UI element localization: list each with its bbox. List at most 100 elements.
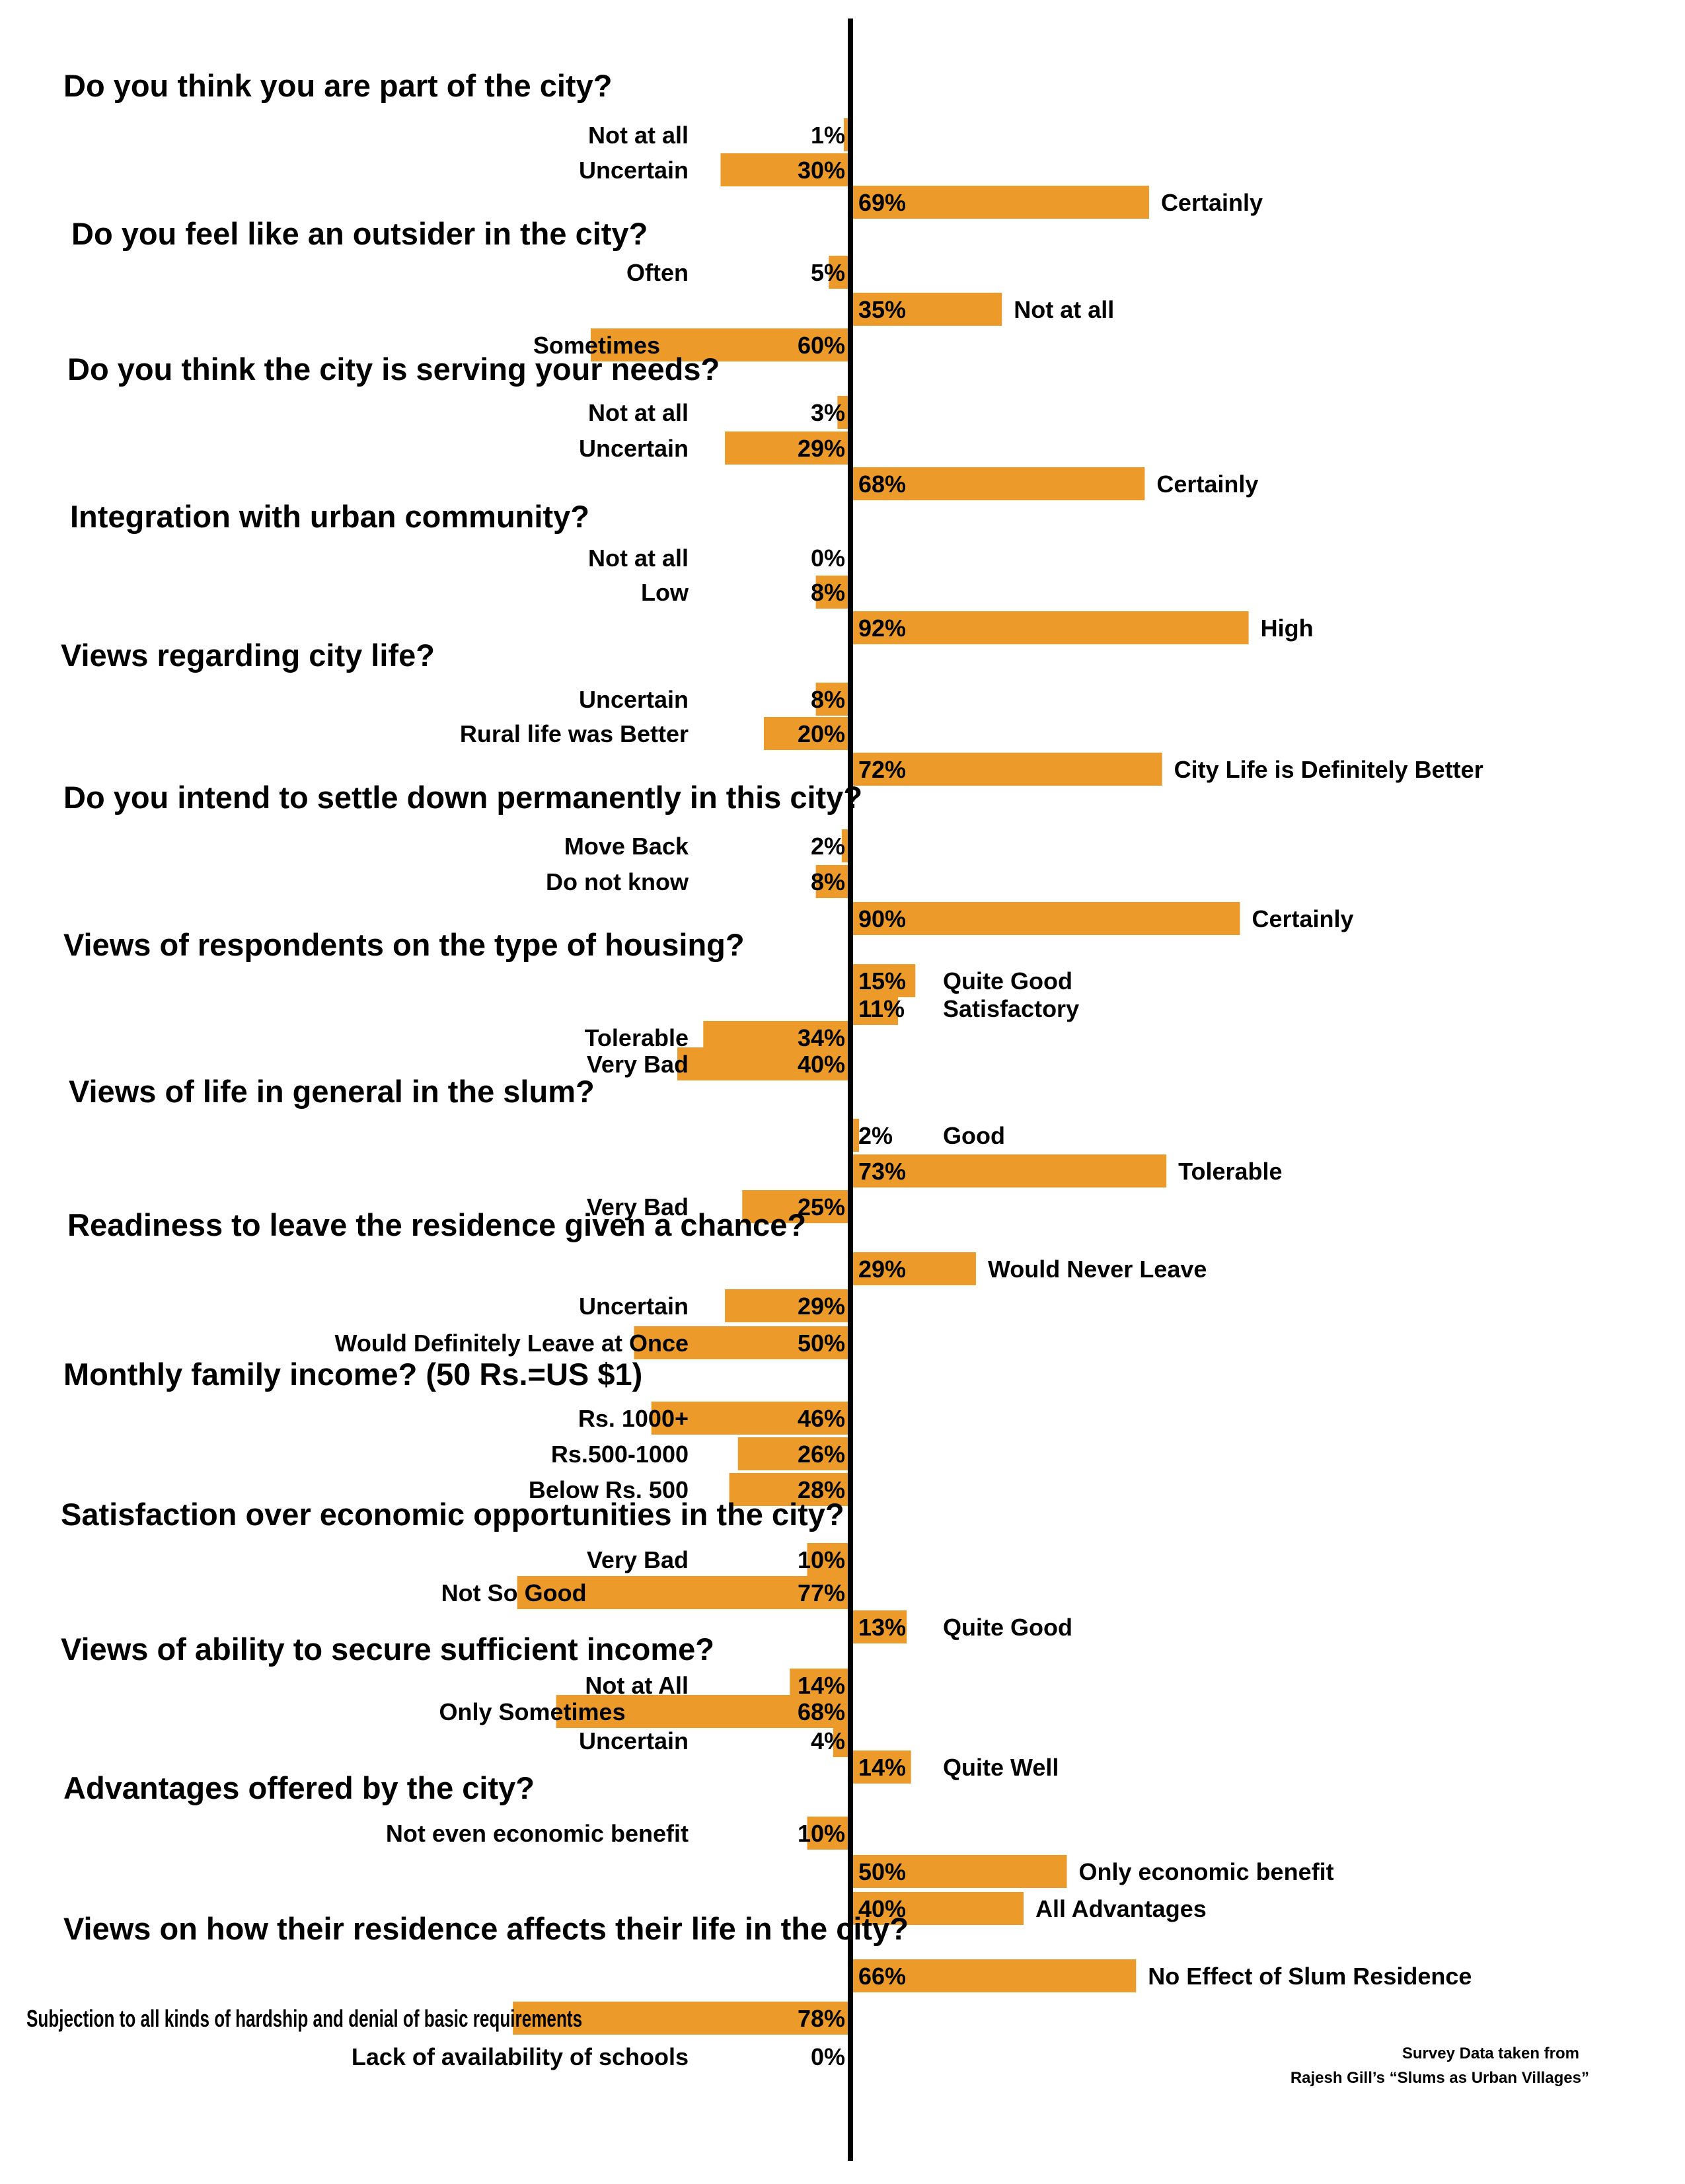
bar [729,1473,850,1506]
question-title: Monthly family income? (50 Rs.=US $1) [63,1357,642,1392]
category-label: Subjection to all kinds of hardship and … [26,2005,582,2032]
value-label: 5% [811,259,845,286]
category-label: Do not know [546,868,689,895]
bar [850,186,1149,219]
category-label: Not even economic benefit [386,1820,689,1847]
bar [513,2002,850,2035]
category-label: Rural life was Better [460,720,689,747]
value-label: 28% [798,1476,845,1503]
source-line-2: Rajesh Gill’s “Slums as Urban Villages” [1291,2069,1589,2087]
category-label: Uncertain [579,1293,689,1320]
question-title: Do you intend to settle down permanently… [63,780,862,815]
value-label: 40% [798,1051,845,1078]
value-label: 4% [811,1727,845,1754]
bar [737,1437,850,1470]
bar [850,992,899,1025]
bar [815,576,850,609]
category-label: Low [641,579,689,606]
category-label: Only economic benefit [1079,1858,1334,1885]
bar [850,902,1240,935]
value-label: 14% [858,1754,906,1781]
value-label: 11% [858,995,905,1022]
category-label: Not at all [588,545,689,572]
bar [807,1817,850,1850]
bar [833,1724,850,1757]
value-label: 3% [811,399,845,426]
value-label: 1% [811,122,845,149]
value-label: 50% [858,1858,906,1885]
value-label: 8% [811,579,845,606]
bar [844,118,850,151]
bars-layer [513,118,1249,2035]
bar [651,1402,850,1435]
question-title: Do you think the city is serving your ne… [67,352,720,387]
category-label: Very Bad [587,1051,689,1078]
bar [850,1892,1024,1925]
value-label: 29% [858,1256,906,1283]
category-label: Uncertain [579,157,689,184]
value-label: 14% [798,1672,845,1699]
bar [837,396,850,429]
question-title: Views on how their residence affects the… [63,1911,909,1946]
category-label: Rs.500-1000 [551,1441,689,1468]
question-title: Satisfaction over economic opportunities… [61,1497,844,1532]
category-label: All Advantages [1035,1895,1207,1922]
category-label: Would Definitely Leave at Once [335,1330,689,1357]
bar [764,717,850,750]
category-label: Tolerable [585,1024,689,1051]
value-label: 2% [811,833,845,860]
category-label: Uncertain [579,686,689,713]
value-label: 69% [858,189,906,216]
category-label: Satisfactory [943,995,1079,1022]
question-title: Readiness to leave the residence given a… [67,1207,806,1242]
category-label: Not So Good [441,1579,587,1606]
bar [725,432,850,465]
category-label: Would Never Leave [988,1256,1207,1283]
category-label: No Effect of Slum Residence [1148,1963,1472,1990]
value-label: 68% [858,471,906,498]
value-label: 66% [858,1963,906,1990]
value-label: 34% [798,1024,845,1051]
bar [850,611,1249,644]
bar [677,1047,850,1080]
category-label: Below Rs. 500 [529,1476,689,1503]
bar [815,683,850,716]
value-label: 10% [798,1820,845,1847]
category-label: Uncertain [579,435,689,462]
value-label: 30% [798,157,845,184]
bar [850,1252,976,1285]
category-label: Quite Good [943,967,1072,995]
bar [850,753,1162,786]
category-label: Tolerable [1178,1158,1282,1185]
bar [850,964,916,997]
bar [556,1695,850,1728]
question-title: Advantages offered by the city? [63,1770,535,1805]
value-label: 50% [798,1330,845,1357]
category-label: Good [943,1122,1005,1149]
category-label: Certainly [1156,471,1258,498]
category-label: High [1261,615,1314,642]
value-label: 78% [798,2005,845,2032]
category-label: Certainly [1161,189,1263,216]
question-title: Views regarding city life? [61,638,435,673]
value-label: 72% [858,756,906,783]
value-label: 2% [858,1122,893,1149]
bar [850,1959,1137,1992]
source-line-1: Survey Data taken from [1402,2045,1579,2062]
value-label: 68% [798,1698,845,1725]
question-title: Do you think you are part of the city? [63,68,612,103]
category-label: Rs. 1000+ [578,1405,689,1432]
bar [829,256,850,289]
category-label: Not at all [588,122,689,149]
category-label: Lack of availability of schools [352,2043,689,2070]
category-label: Very Bad [587,1193,689,1221]
value-label: 8% [811,868,845,895]
value-label: 73% [858,1158,906,1185]
value-label: 26% [798,1441,845,1468]
category-label: Not at all [1014,296,1114,323]
value-label: 90% [858,905,906,932]
bar [591,328,850,361]
value-label: 13% [858,1614,906,1641]
value-label: 10% [798,1546,845,1573]
category-label: Quite Good [943,1614,1072,1641]
